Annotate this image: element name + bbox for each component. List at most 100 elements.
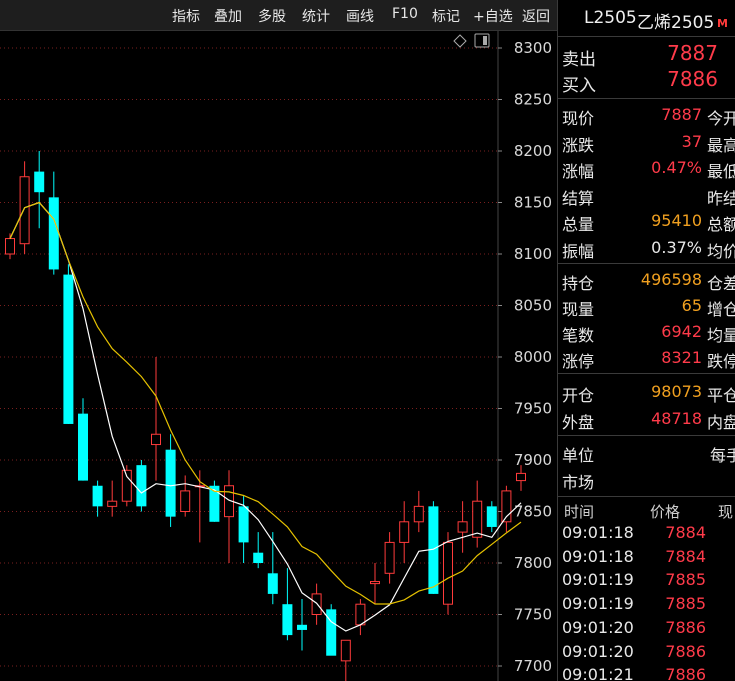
quote-row-value: 6942 [661, 322, 702, 341]
toolbar-button-7[interactable]: +自选 [473, 9, 513, 25]
instrument-code: L2505 [584, 8, 637, 28]
candle-body [238, 506, 249, 543]
tick-price: 7884 [665, 546, 706, 566]
candle-body [311, 593, 322, 616]
toolbar-button-6[interactable]: 标记 [432, 9, 460, 25]
candle-body [297, 624, 307, 630]
candle-body [443, 541, 453, 605]
toolbar-button-1[interactable]: 叠加 [214, 9, 242, 25]
tick-time: 09:01:20 [562, 641, 634, 661]
y-tick-label: 7900 [514, 451, 552, 469]
candle-body [92, 485, 103, 507]
candle-body [501, 490, 512, 523]
quote-row-value: 496598 [640, 270, 702, 289]
quote-row: 笔数 6942 均量 [558, 319, 735, 345]
toolbar-button-4[interactable]: 画线 [346, 9, 374, 25]
quote-row-label: 总量 [562, 215, 595, 234]
quote-row-label: 笔数 [562, 326, 595, 345]
tick-time: 09:01:20 [562, 617, 634, 637]
toolbar-button-3[interactable]: 统计 [302, 9, 330, 25]
candle-body [5, 238, 15, 255]
ticks-header-price: 价格 [650, 503, 681, 521]
market-label: 市场 [562, 473, 595, 492]
quote-row-value: 95410 [651, 211, 702, 230]
quote-row-value: 48718 [651, 409, 702, 428]
ticks-header-volume: 现 [718, 503, 734, 521]
quote-row-label: 涨跌 [562, 135, 595, 155]
quote-row-label-2: 昨结 [707, 188, 735, 208]
quote-row-label: 外盘 [562, 413, 595, 432]
quote-row-value: 0.47% [651, 158, 702, 177]
ask-label: 卖出 [562, 50, 596, 70]
toolbar-button-8[interactable]: 返回 [522, 9, 550, 25]
tick-row: 09:01:19 7885 [558, 592, 735, 616]
candlestick-chart[interactable]: 8300 8250 8200 8150 8100 8050 8000 7950 7900 7850… [0, 31, 557, 681]
tick-price: 7885 [665, 594, 706, 614]
quote-row-value: 8321 [661, 348, 702, 367]
candle-body [151, 433, 161, 446]
bid-row: 买入 7886 [558, 67, 735, 96]
ticks-header-time: 时间 [564, 503, 595, 521]
quote-row-label-2: 均价 [707, 241, 735, 261]
candle-body [282, 604, 293, 636]
quote-row-label-2: 今开 [707, 109, 735, 128]
tick-price: 7885 [665, 570, 706, 590]
bid-price: 7886 [667, 67, 718, 91]
candle-body [399, 521, 410, 543]
candle-body [384, 541, 395, 574]
tick-time: 09:01:21 [562, 665, 634, 681]
quote-row: 开仓 98073 平仓 [558, 379, 735, 405]
toolbar-button-5[interactable]: F10 [392, 6, 418, 22]
candle-body [267, 573, 278, 594]
diamond-icon[interactable] [453, 34, 467, 48]
market-row: 市场 [558, 466, 735, 492]
candle-body [63, 274, 74, 424]
quote-row-value: 0.37% [651, 237, 702, 257]
quote-row-label-2: 跌停 [707, 352, 735, 371]
tick-price: 7884 [665, 523, 706, 542]
quote-row: 现价 7887 今开 [558, 102, 735, 128]
tick-time: 09:01:18 [562, 523, 634, 542]
quote-row: 振幅 0.37%均价 [558, 235, 735, 261]
unit-label: 单位 [562, 446, 595, 465]
candle-body [413, 505, 424, 523]
quote-row-value: 7887 [661, 105, 702, 124]
unit-value: 每手 [709, 446, 735, 465]
candle-body [516, 472, 526, 482]
quote-row-label: 开仓 [562, 386, 595, 405]
tick-price: 7886 [665, 665, 706, 681]
tick-row: 09:01:20 7886 [558, 640, 735, 664]
y-tick-label: 7800 [514, 554, 552, 572]
candle-body [457, 521, 468, 533]
quote-row-label-2: 总额 [707, 215, 735, 234]
quote-panel: L2505 乙烯2505 M 卖出 7887 买入 7886 现价 7887 今开涨… [557, 0, 735, 681]
candle-body [121, 469, 132, 502]
quote-row: 现量 65 增仓 [558, 293, 735, 319]
toolbar-button-2[interactable]: 多股 [258, 9, 286, 25]
y-tick-label: 8000 [514, 348, 552, 366]
candle-body [165, 449, 176, 517]
quote-row-label-2: 最低 [707, 162, 735, 181]
quote-row: 外盘 48718 内盘 [558, 406, 735, 432]
panel-toggle-icon[interactable] [474, 33, 490, 48]
instrument-header: L2505 乙烯2505 M [558, 5, 735, 33]
instrument-name: 乙烯2505 [637, 13, 715, 33]
tick-row: 09:01:21 7886 [558, 663, 735, 681]
y-tick-label: 8150 [514, 194, 552, 212]
quote-row: 涨幅 0.47% 最低 [558, 155, 735, 181]
quote-row-label-2: 仓差 [707, 274, 735, 293]
candle-body [180, 490, 191, 512]
ma-slow-line [9, 201, 522, 605]
y-tick-label: 8050 [514, 297, 552, 315]
quote-row: 总量 95410 总额 [558, 208, 735, 234]
y-tick-label: 7750 [514, 606, 552, 624]
candle-body [486, 506, 497, 527]
candle-body [209, 485, 220, 522]
y-tick-label: 7700 [514, 657, 552, 675]
quote-row: 涨跌 37最高 [558, 129, 735, 155]
candle-body [34, 171, 45, 193]
y-tick-label: 7850 [514, 503, 552, 521]
quote-row-value: 98073 [651, 382, 702, 401]
toolbar-button-0[interactable]: 指标 [172, 9, 200, 25]
tick-price: 7886 [665, 617, 706, 637]
